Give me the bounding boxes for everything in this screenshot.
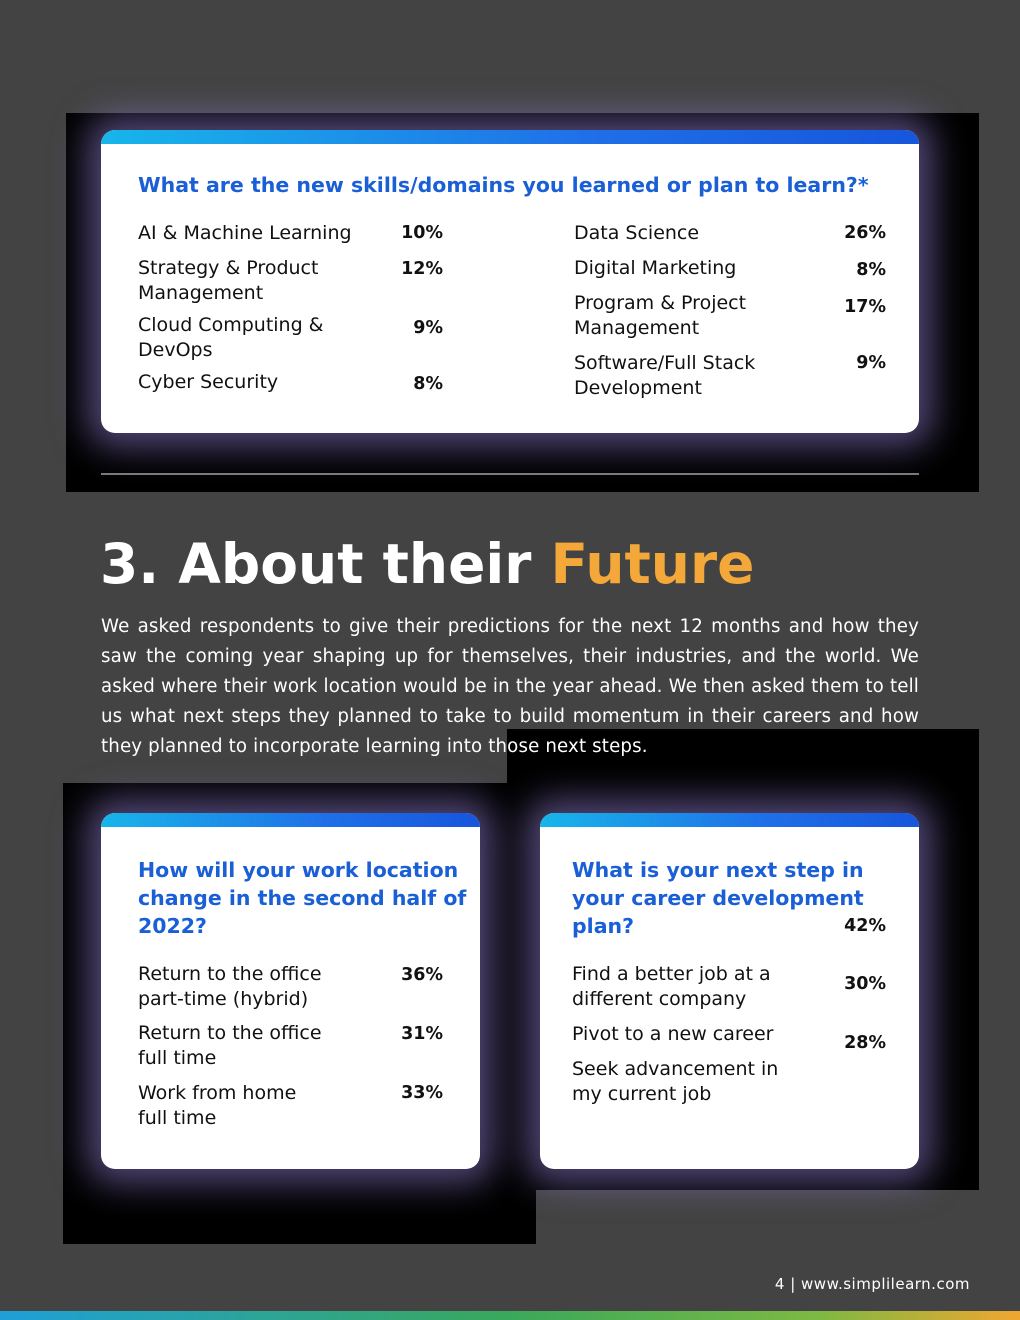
skill-percent: 26% xyxy=(844,223,886,243)
skill-label: Data Science xyxy=(574,222,700,244)
skill-percent: 8% xyxy=(413,374,443,394)
skill-label: Strategy & Product Management xyxy=(138,257,319,304)
skill-label: Cloud Computing & DevOps xyxy=(138,314,324,361)
career-option-percent: 42% xyxy=(844,916,886,936)
career-option-percent: 30% xyxy=(844,974,886,994)
card-accent-bar xyxy=(101,813,480,827)
skill-label: Software/Full Stack Development xyxy=(574,352,756,399)
page-footer: 4 | www.simplilearn.com xyxy=(774,1275,970,1293)
card-accent-bar xyxy=(101,130,919,144)
career-option-label: Find a better job at a different company xyxy=(572,963,771,1010)
career-option-label: Seek advancement in my current job xyxy=(572,1058,779,1105)
career-option-percent: 28% xyxy=(844,1033,886,1053)
skill-label: Cyber Security xyxy=(138,371,279,393)
location-option-label: Return to the office full time xyxy=(138,1022,322,1069)
location-option-percent: 33% xyxy=(401,1083,443,1103)
skill-percent: 12% xyxy=(401,259,443,279)
card-accent-bar xyxy=(540,813,919,827)
skill-label: AI & Machine Learning xyxy=(138,222,352,244)
section-intro: We asked respondents to give their predi… xyxy=(101,616,919,757)
bottom-gradient-bar xyxy=(0,1311,1020,1320)
location-card: How will your work location change in th… xyxy=(101,813,480,1169)
skills-question: What are the new skills/domains you lear… xyxy=(138,173,869,197)
section-heading: 3. About their Future xyxy=(100,532,754,596)
skill-label: Program & Project Management xyxy=(574,292,747,339)
location-option-percent: 31% xyxy=(401,1024,443,1044)
location-option-label: Work from home full time xyxy=(138,1082,297,1129)
skill-percent: 17% xyxy=(844,297,886,317)
heading-main: 3. About their xyxy=(100,532,551,596)
skill-percent: 8% xyxy=(856,260,886,280)
skills-card: What are the new skills/domains you lear… xyxy=(101,130,919,433)
skill-percent: 9% xyxy=(413,318,443,338)
career-card: What is your next step in your career de… xyxy=(540,813,919,1169)
career-question: What is your next step in your career de… xyxy=(572,858,864,938)
skill-percent: 9% xyxy=(856,353,886,373)
heading-accent: Future xyxy=(550,532,755,596)
section-divider xyxy=(101,473,919,475)
skill-percent: 10% xyxy=(401,223,443,243)
skill-label: Digital Marketing xyxy=(574,257,737,279)
location-option-percent: 36% xyxy=(401,965,443,985)
career-option-label: Pivot to a new career xyxy=(572,1023,774,1045)
location-option-label: Return to the office part-time (hybrid) xyxy=(138,963,322,1010)
location-question: How will your work location change in th… xyxy=(138,858,467,938)
